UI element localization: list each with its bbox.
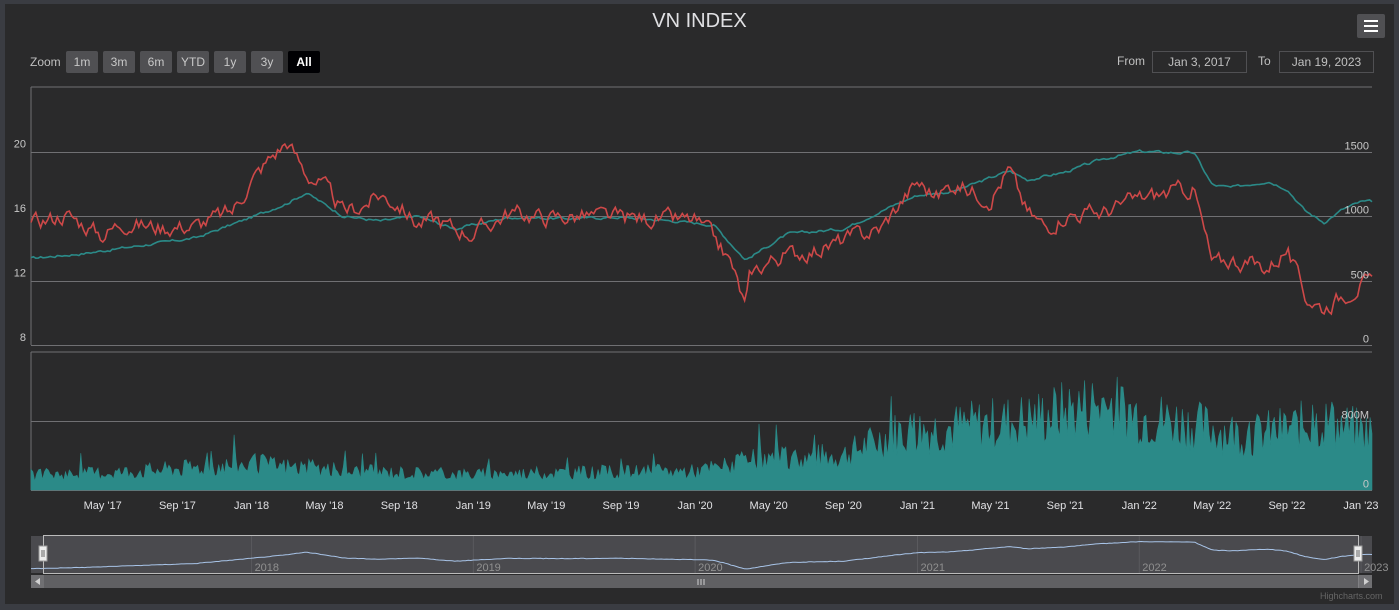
chevron-left-icon <box>35 578 40 585</box>
zoom-3m-button[interactable]: 3m <box>103 51 135 73</box>
x-axis-tick: Sep '17 <box>159 500 196 512</box>
right-axis-tick: 0 <box>1363 334 1369 346</box>
navigator-label: 2018 <box>255 562 279 574</box>
navigator: 2018 2019 2020 2021 2022 2023 <box>31 535 1389 588</box>
to-date-input[interactable]: Jan 19, 2023 <box>1279 51 1374 73</box>
zoom-1m-button[interactable]: 1m <box>66 51 98 73</box>
left-axis-tick: 16 <box>14 203 26 215</box>
x-axis-tick: May '22 <box>1193 500 1231 512</box>
series-line-teal <box>30 149 1373 261</box>
series-group <box>30 142 1373 316</box>
volume-area <box>30 376 1373 491</box>
x-axis-tick: May '17 <box>84 500 122 512</box>
x-axis-tick: Sep '18 <box>381 500 418 512</box>
from-label: From <box>1117 54 1145 68</box>
left-axis-tick: 8 <box>20 332 26 344</box>
x-axis-tick: May '20 <box>750 500 788 512</box>
navigator-label: 2021 <box>921 562 945 574</box>
navigator-handle-left[interactable] <box>38 545 48 562</box>
x-axis-tick: Sep '20 <box>825 500 862 512</box>
credit-label: Highcharts.com <box>1320 591 1383 601</box>
chevron-right-icon <box>1364 578 1369 585</box>
x-axis-tick: Jan '21 <box>900 500 935 512</box>
to-label: To <box>1258 54 1271 68</box>
x-axis-tick: Jan '23 <box>1343 500 1378 512</box>
navigator-label: 2022 <box>1142 562 1166 574</box>
navigator-label: 2019 <box>476 562 500 574</box>
x-axis-tick: Jan '22 <box>1122 500 1157 512</box>
right-axis-tick: 500 <box>1351 270 1369 282</box>
navigator-label: 2020 <box>698 562 722 574</box>
x-axis-tick: Sep '19 <box>603 500 640 512</box>
navigator-series-line <box>31 540 1373 570</box>
axis-labels: 1500 1000 500 0 20 16 12 8 800M 0 May '17 Sep '17 Ja… <box>14 139 1379 513</box>
zoom-all-button[interactable]: All <box>288 51 320 73</box>
right-axis-tick: 1500 <box>1345 141 1369 153</box>
x-axis-tick: Jan '19 <box>456 500 491 512</box>
left-axis-tick: 20 <box>14 139 26 151</box>
volume-axis-tick: 0 <box>1363 479 1369 491</box>
x-axis-tick: Sep '22 <box>1268 500 1305 512</box>
navigator-label: 2023 <box>1364 562 1388 574</box>
chart-title: VN INDEX <box>652 10 747 32</box>
zoom-3y-button[interactable]: 3y <box>251 51 283 73</box>
right-axis-tick: 1000 <box>1345 205 1369 217</box>
left-axis-tick: 12 <box>14 268 26 280</box>
zoom-1y-button[interactable]: 1y <box>214 51 246 73</box>
x-axis-tick: May '18 <box>305 500 343 512</box>
from-date-input[interactable]: Jan 3, 2017 <box>1152 51 1247 73</box>
x-axis-tick: Jan '20 <box>678 500 713 512</box>
x-axis-tick: May '19 <box>527 500 565 512</box>
x-axis-tick: Jan '18 <box>234 500 269 512</box>
zoom-ytd-button[interactable]: YTD <box>177 51 209 73</box>
volume-group <box>30 376 1373 491</box>
x-axis-tick: May '21 <box>971 500 1009 512</box>
zoom-label: Zoom <box>30 55 61 69</box>
series-line-red <box>30 142 1373 316</box>
x-axis-tick: Sep '21 <box>1047 500 1084 512</box>
volume-axis-tick: 800M <box>1341 410 1369 422</box>
chart-container <box>5 4 1394 604</box>
hamburger-menu-icon[interactable] <box>1357 14 1385 38</box>
navigator-handle-right[interactable] <box>1353 545 1363 562</box>
zoom-6m-button[interactable]: 6m <box>140 51 172 73</box>
